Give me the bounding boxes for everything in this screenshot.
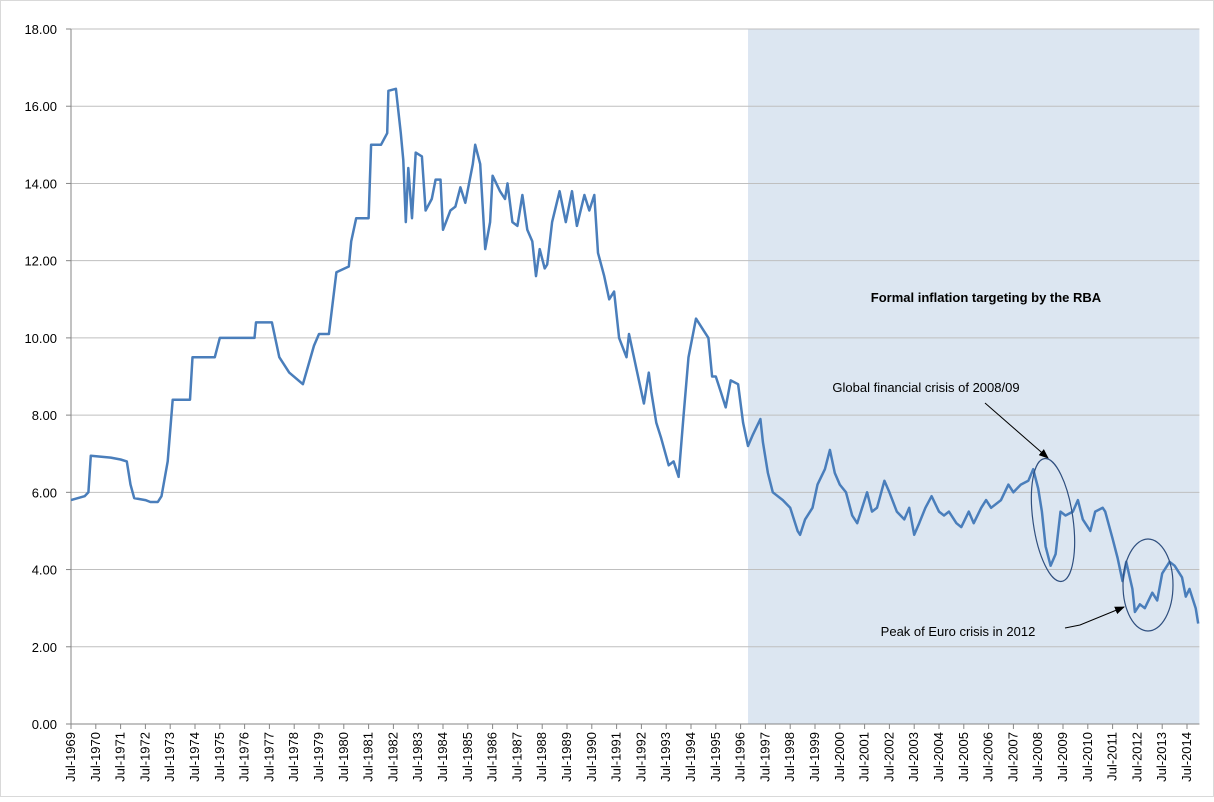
- y-tick-label: 18.00: [24, 22, 57, 37]
- x-tick-label: Jul-1986: [485, 732, 500, 782]
- x-tick-label: Jul-2008: [1030, 732, 1045, 782]
- x-tick-label: Jul-2007: [1005, 732, 1020, 782]
- x-tick-label: Jul-1997: [757, 732, 772, 782]
- grid-layer: 0.00 2.00 4.00 6.00 8.00 10.00 12.00 14.00 16.00…: [24, 22, 1200, 782]
- x-tick-label: Jul-1991: [609, 732, 624, 782]
- annotation-arrow: [984, 402, 1049, 459]
- x-tick-label: Jul-1976: [237, 732, 252, 782]
- y-tick-label: 10.00: [24, 331, 57, 346]
- x-tick-label: Jul-1985: [460, 732, 475, 782]
- x-tick-label: Jul-1970: [88, 732, 103, 782]
- x-tick-label: Jul-1974: [187, 732, 202, 782]
- plot-layer: [70, 87, 1200, 624]
- x-tick-label: Jul-1992: [633, 732, 648, 782]
- x-tick-label: Jul-1978: [286, 732, 301, 782]
- x-tick-label: Jul-1980: [336, 732, 351, 782]
- x-tick-label: Jul-1989: [559, 732, 574, 782]
- x-tick-label: Jul-1983: [410, 732, 425, 782]
- x-tick-label: Jul-2012: [1129, 732, 1144, 782]
- y-tick-label: 8.00: [32, 408, 57, 423]
- annotation: Peak of Euro crisis in 2012: [881, 624, 1036, 639]
- x-tick-label: Jul-1971: [113, 732, 128, 782]
- y-tick-label: 16.00: [24, 99, 57, 114]
- x-tick-label: Jul-1998: [782, 732, 797, 782]
- x-tick-label: Jul-2014: [1179, 732, 1194, 782]
- x-tick-label: Jul-1981: [361, 732, 376, 782]
- y-tick-label: 4.00: [32, 563, 57, 578]
- x-tick-label: Jul-1984: [435, 732, 450, 782]
- x-tick-label: Jul-1993: [658, 732, 673, 782]
- x-tick-label: Jul-1990: [584, 732, 599, 782]
- x-tick-label: Jul-2011: [1105, 732, 1120, 781]
- y-tick-label: 14.00: [24, 176, 57, 191]
- x-tick-label: Jul-2005: [956, 732, 971, 782]
- x-tick-label: Jul-1988: [534, 732, 549, 782]
- x-tick-label: Jul-1982: [385, 732, 400, 782]
- y-tick-label: 12.00: [24, 254, 57, 269]
- x-tick-label: Jul-1972: [137, 732, 152, 782]
- x-tick-label: Jul-1995: [708, 732, 723, 782]
- data-line: [70, 87, 1200, 624]
- x-tick-label: Jul-2001: [857, 732, 872, 782]
- x-tick-label: Jul-2003: [906, 732, 921, 782]
- x-tick-label: Jul-1987: [509, 732, 524, 782]
- x-tick-label: Jul-2010: [1080, 732, 1095, 782]
- x-tick-label: Jul-2004: [931, 732, 946, 782]
- annotation-arrow: [1064, 606, 1125, 629]
- shade-label: Formal inflation targeting by the RBA: [871, 290, 1102, 305]
- x-tick-label: Jul-2000: [832, 732, 847, 782]
- annotation: Global financial crisis of 2008/09: [832, 380, 1019, 395]
- x-tick-label: Jul-1977: [261, 732, 276, 782]
- x-tick-label: Jul-1979: [311, 732, 326, 782]
- x-tick-label: Jul-2013: [1154, 732, 1169, 782]
- y-tick-label: 6.00: [32, 485, 57, 500]
- x-tick-label: Jul-1999: [807, 732, 822, 782]
- x-tick-label: Jul-2002: [881, 732, 896, 782]
- x-tick-label: Jul-1996: [733, 732, 748, 782]
- y-tick-label: 0.00: [32, 717, 57, 732]
- x-tick-label: Jul-1969: [63, 732, 78, 782]
- x-tick-label: Jul-2009: [1055, 732, 1070, 782]
- y-tick-label: 2.00: [32, 640, 57, 655]
- x-tick-label: Jul-2006: [981, 732, 996, 782]
- x-tick-label: Jul-1994: [683, 732, 698, 782]
- highlight-ellipse: [1122, 538, 1174, 632]
- x-tick-label: Jul-1973: [162, 732, 177, 782]
- highlight-ellipse: [1030, 457, 1076, 583]
- x-tick-label: Jul-1975: [212, 732, 227, 782]
